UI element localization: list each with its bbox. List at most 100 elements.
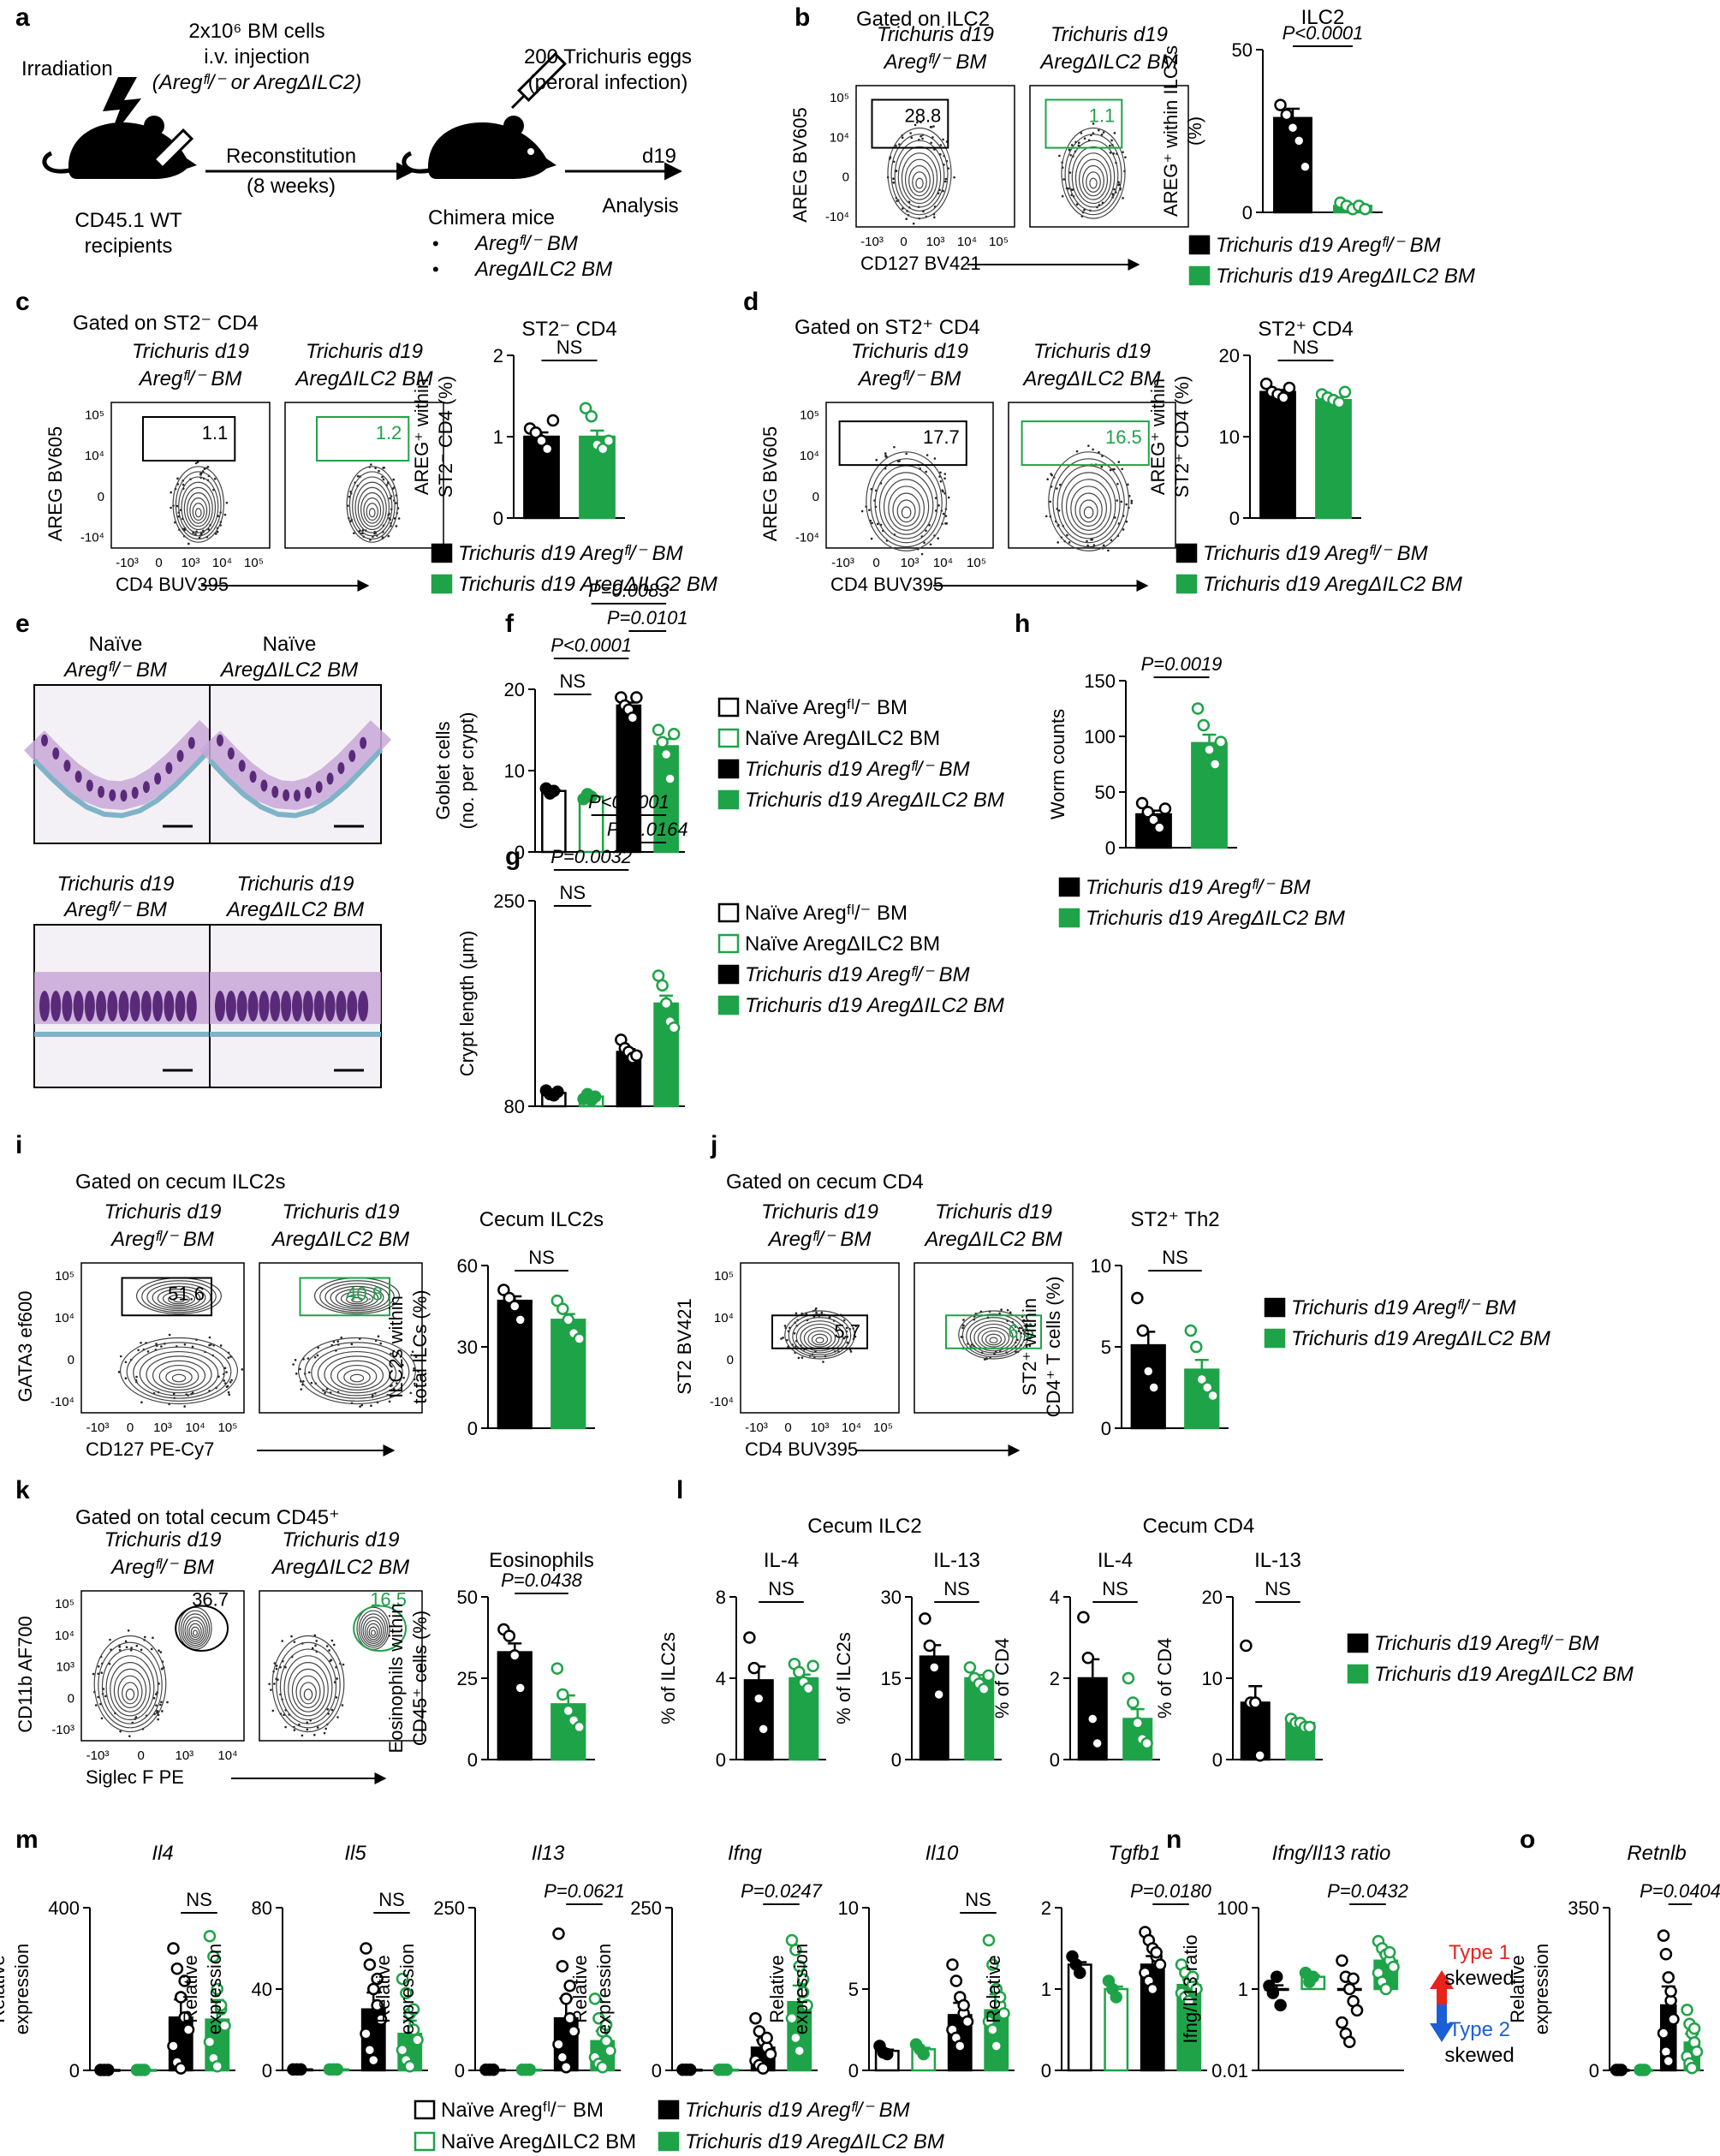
data-point (1387, 1960, 1400, 1974)
contour-line (352, 476, 393, 537)
text-bullet-1: Aregᶠˡ/⁻ BM (473, 232, 578, 255)
event-dot (933, 216, 936, 219)
x-tick-label: 10⁴ (212, 556, 232, 570)
column-title: AregΔILC2 BM (1021, 367, 1160, 390)
event-dot (1066, 533, 1068, 537)
data-point (1383, 1945, 1396, 1959)
event-dot (119, 1355, 122, 1358)
data-point (1240, 1639, 1253, 1653)
goblet-cell (292, 991, 302, 1021)
y-tick-label: 2 (1041, 1897, 1051, 1919)
column-title: AregΔILC2 BM (923, 1228, 1062, 1251)
contour-line (870, 458, 943, 548)
y-tick-label: 250 (493, 890, 525, 912)
panel-letter-k: k (15, 1476, 30, 1504)
chart-title: Il4 (152, 1842, 173, 1865)
event-dot (1109, 144, 1111, 147)
event-dot (273, 1683, 276, 1685)
y-tick-label: 10⁴ (714, 1311, 734, 1325)
y-tick-label: 0 (848, 2060, 859, 2082)
y-tick-label: 0 (891, 1749, 902, 1771)
contour-line (901, 152, 938, 205)
event-dot (335, 1696, 338, 1699)
data-point (585, 410, 598, 423)
y-axis-label: (%) (1184, 116, 1205, 146)
y-axis-label: Relative (1507, 1955, 1528, 2022)
event-dot (128, 1735, 131, 1737)
event-dot (316, 1726, 319, 1729)
contour-line (800, 1323, 840, 1352)
y-axis-label: Crypt length (μm) (456, 931, 478, 1076)
goblet-cell (118, 991, 129, 1021)
event-dot (124, 1361, 128, 1364)
bar-chart-l1: 0 4 8 NS IL-4 % of ILC2s (658, 1549, 826, 1771)
y-tick-label: 0 (69, 2060, 80, 2082)
data-point (1147, 1381, 1160, 1394)
contour-line (1083, 506, 1094, 519)
event-dot (1109, 152, 1112, 154)
contour-line (317, 1350, 397, 1397)
data-point (1122, 1671, 1135, 1685)
column-title: AregΔILC2 BM (1039, 51, 1177, 74)
event-dot (1062, 178, 1065, 181)
gate-ellipse (353, 1605, 408, 1652)
bar-0 (1067, 1963, 1092, 2072)
event-dot (359, 1405, 361, 1408)
data-point (801, 1682, 815, 1695)
bar-1 (1315, 399, 1352, 520)
event-dot (925, 529, 927, 533)
event-dot (1044, 515, 1048, 518)
event-dot (414, 1355, 418, 1359)
y-tick-label: 250 (630, 1897, 662, 1919)
contour-line (324, 1355, 390, 1394)
data-point (407, 2003, 420, 2016)
y-tick-label: 30 (881, 1587, 902, 1608)
y-axis-label: AREG BV605 (789, 107, 811, 223)
event-dot (921, 137, 924, 140)
contour-line (348, 471, 396, 540)
flow-panel-k: Gated on total cecum CD45⁺Trichuris d19 A… (15, 1506, 423, 1788)
x-tick-label: -10³ (86, 1420, 110, 1435)
hist-title: AregΔILC2 BM (225, 898, 364, 921)
event-dot (875, 458, 878, 462)
event-dot (868, 509, 871, 512)
event-dot (176, 504, 179, 508)
event-dot (1124, 156, 1127, 158)
event-dot (170, 506, 172, 509)
contour-line (171, 1373, 187, 1383)
chart-title: ST2⁺ CD4 (1258, 318, 1353, 341)
bar-3 (653, 745, 679, 854)
event-dot (1067, 187, 1070, 190)
chart-title: Ifng (728, 1842, 763, 1865)
legend-swatch (717, 728, 740, 748)
event-dot (1107, 549, 1110, 552)
event-dot (892, 182, 896, 184)
event-dot (783, 1325, 787, 1327)
event-dot (1102, 544, 1105, 547)
event-dot (1083, 208, 1086, 211)
event-dot (390, 1352, 392, 1355)
event-dot (934, 509, 937, 512)
legend-swatch (717, 902, 740, 923)
y-tick-label: 10 (838, 1897, 859, 1919)
goblet-cell (238, 759, 246, 772)
bar-chart-o: 0 350 P=0.0404 Retnlb Relative expression (1507, 1842, 1720, 2082)
data-point (652, 724, 665, 736)
data-point (509, 1300, 521, 1313)
y-tick-label: 1 (493, 426, 503, 448)
y-tick-label: 0 (68, 1691, 74, 1706)
hist-title: Aregᶠˡ/⁻ BM (62, 898, 167, 921)
event-dot (313, 1634, 317, 1637)
event-dot (842, 1319, 846, 1322)
y-tick-label: 10⁵ (55, 1269, 74, 1283)
y-tick-label: 8 (716, 1587, 726, 1608)
event-dot (947, 167, 950, 170)
chart-title: Il5 (344, 1842, 366, 1865)
data-point (961, 2015, 974, 2028)
event-dot (155, 1704, 158, 1707)
legend-swatch (717, 964, 740, 985)
data-point (551, 1294, 564, 1307)
mouse-eye (527, 148, 534, 155)
y-tick-label: 0 (1105, 837, 1116, 859)
